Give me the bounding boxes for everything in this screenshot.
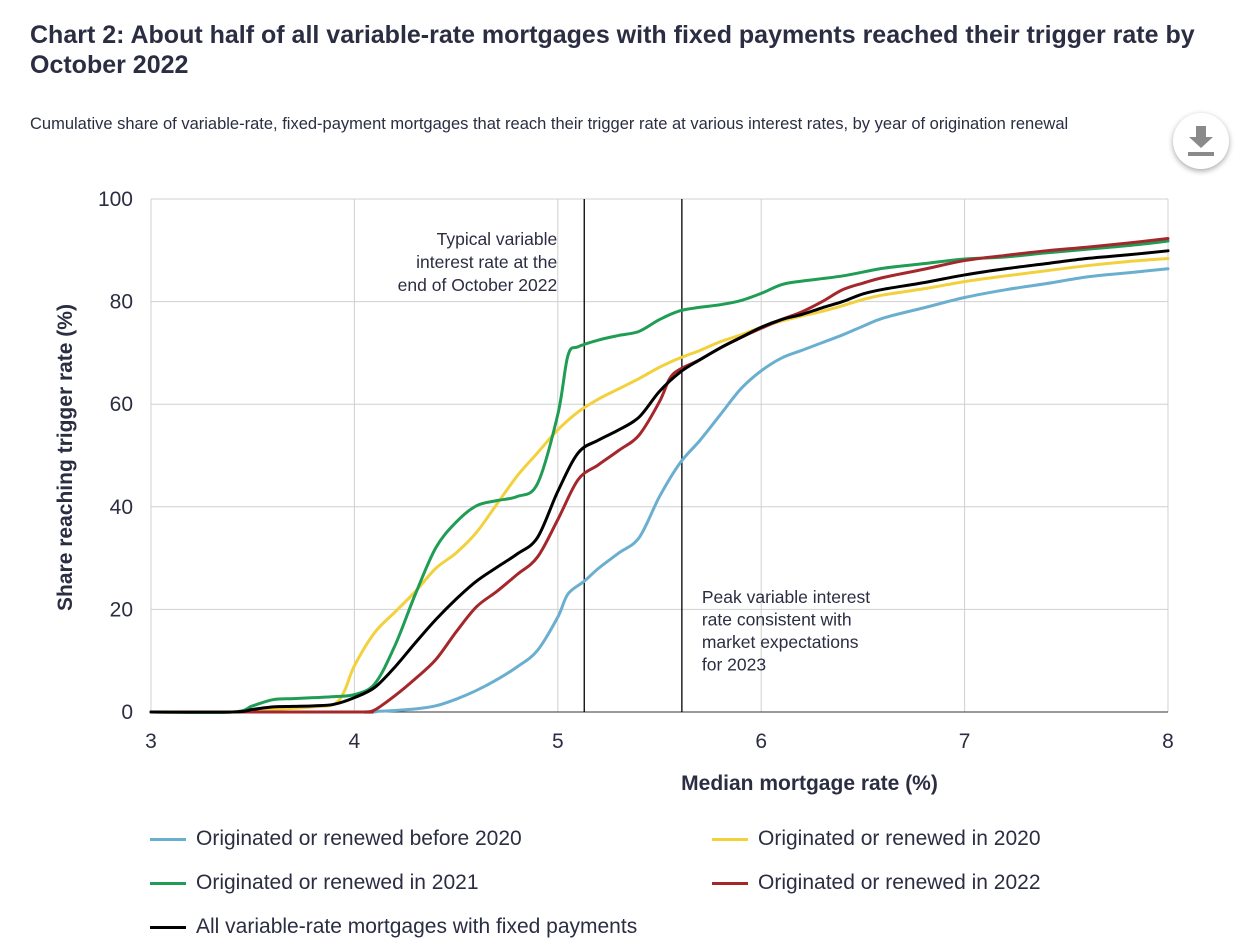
series-line-originated-or-renewed-in-2020 bbox=[149, 257, 1170, 714]
annotation-text-current-rate: interest rate at the bbox=[416, 252, 557, 272]
x-axis-title: Median mortgage rate (%) bbox=[681, 772, 938, 795]
x-tick-label: 7 bbox=[959, 730, 971, 753]
x-tick-label: 3 bbox=[145, 730, 157, 753]
y-tick-label: 0 bbox=[121, 701, 133, 724]
annotation-text-peak-rate: market expectations bbox=[702, 632, 859, 652]
chart-subtitle: Cumulative share of variable-rate, fixed… bbox=[30, 115, 1069, 133]
x-tick-label: 6 bbox=[755, 730, 767, 753]
series-line-originated-or-renewed-before-2020 bbox=[149, 267, 1170, 714]
series-line-originated-or-renewed-in-2021 bbox=[149, 239, 1170, 714]
x-tick-label: 5 bbox=[552, 730, 564, 753]
y-tick-label: 60 bbox=[110, 393, 133, 416]
annotation-text-current-rate: end of October 2022 bbox=[398, 275, 558, 295]
x-tick-label: 4 bbox=[349, 730, 361, 753]
series-line-originated-or-renewed-in-2022 bbox=[149, 237, 1170, 714]
series-line-all-variable-rate-mortgages-with-fixed-payments bbox=[149, 249, 1170, 714]
chart-title: Chart 2: About half of all variable-rate… bbox=[30, 21, 1195, 79]
download-icon bbox=[1188, 126, 1214, 156]
annotation-text-peak-rate: Peak variable interest bbox=[702, 587, 870, 607]
annotation-text-peak-rate: for 2023 bbox=[702, 655, 766, 675]
x-tick-label: 8 bbox=[1162, 730, 1174, 753]
y-tick-label: 100 bbox=[98, 188, 133, 211]
annotation-text-current-rate: Typical variable bbox=[437, 229, 558, 249]
y-tick-label: 80 bbox=[110, 291, 133, 314]
y-tick-label: 40 bbox=[110, 496, 133, 519]
annotation-text-peak-rate: rate consistent with bbox=[702, 610, 852, 630]
y-axis-title: Share reaching trigger rate (%) bbox=[54, 304, 77, 611]
y-tick-label: 20 bbox=[110, 598, 133, 621]
download-button[interactable] bbox=[1173, 113, 1229, 169]
